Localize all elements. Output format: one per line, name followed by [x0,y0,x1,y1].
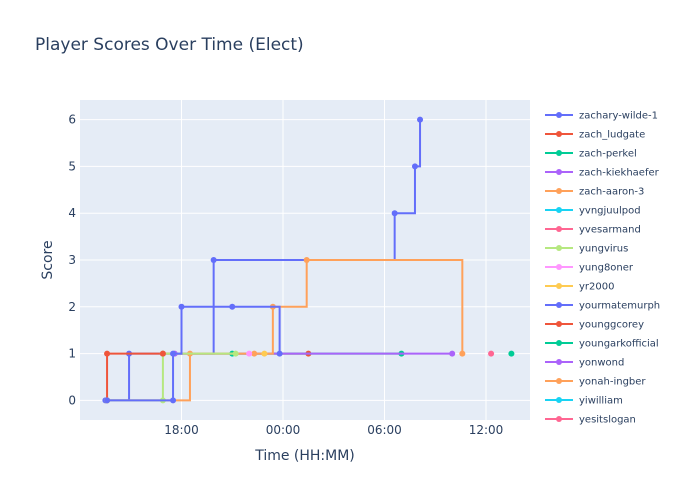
legend-marker [556,283,562,289]
legend-item[interactable]: yvngjuulpod [545,206,641,217]
legend-marker [556,416,562,422]
x-tick-label: 12:00 [469,423,504,437]
legend-label: yvesarmand [579,225,641,236]
legend-label: zach-perkel [579,149,637,160]
series-youngarkofficial [508,350,515,357]
data-point[interactable] [178,303,185,310]
data-point[interactable] [229,303,236,310]
series-yr2000 [261,350,268,357]
legend-marker [556,397,562,403]
legend-marker [556,359,562,365]
legend-marker [556,264,562,270]
legend-item[interactable]: yesitslogan [545,415,636,426]
series-yvesarmand [488,350,495,357]
legend-item[interactable]: yourmatemurph [545,301,660,312]
series-younggcorey [159,350,166,357]
legend-item[interactable]: younggcorey [545,320,644,331]
legend-item[interactable]: yung8oner [545,263,634,274]
legend-marker [556,207,562,213]
data-point[interactable] [261,350,268,357]
legend-label: yr2000 [579,282,614,293]
legend-marker [556,188,562,194]
legend-item[interactable]: yiwilliam [545,396,623,407]
data-point[interactable] [251,350,258,357]
y-tick-label: 4 [68,206,76,220]
legend-item[interactable]: youngarkofficial [545,339,659,350]
series-line [107,305,281,402]
data-point[interactable] [488,350,495,357]
y-tick-label: 6 [68,113,76,127]
legend-item[interactable]: yr2000 [545,282,614,293]
legend-marker [556,131,562,137]
legend-item[interactable]: zachary-wilde-1 [545,111,658,122]
legend-item[interactable]: yvesarmand [545,225,641,236]
series-layer [102,116,515,404]
data-point[interactable] [232,350,239,357]
legend-item[interactable]: yonah-ingber [545,377,646,388]
series-line [107,259,464,402]
legend-item[interactable]: zach-aaron-3 [545,187,644,198]
y-tick-label: 5 [68,159,76,173]
legend-marker [556,226,562,232]
legend-marker [556,245,562,251]
data-point[interactable] [104,397,111,404]
y-tick-label: 1 [68,347,76,361]
legend-label: yung8oner [579,263,634,274]
legend-label: yungvirus [579,244,628,255]
legend-label: youngarkofficial [579,339,659,350]
x-tick-label: 00:00 [266,423,301,437]
legend-label: yiwilliam [579,396,623,407]
legend-item[interactable]: yungvirus [545,244,628,255]
legend-label: zach-aaron-3 [579,187,644,198]
y-axis-title: Score [40,240,56,279]
x-tick-label: 18:00 [164,423,199,437]
legend-marker [556,321,562,327]
legend-label: zach-kiekhaefer [579,168,660,179]
data-point[interactable] [210,257,217,263]
legend-label: yonwond [579,358,624,369]
data-point[interactable] [411,163,418,170]
series-yourmatemurph [104,303,283,404]
data-point[interactable] [104,350,111,357]
legend-marker [556,340,562,346]
data-point[interactable] [459,350,466,357]
data-point[interactable] [170,397,177,404]
data-point[interactable] [391,210,398,217]
data-point[interactable] [276,350,283,357]
series-yung8oner [246,350,253,357]
legend-marker [556,150,562,156]
legend-label: yvngjuulpod [579,206,641,217]
legend-marker [556,112,562,118]
x-tick-labels: 18:00 00:00 06:00 12:00 [164,423,503,437]
data-point[interactable] [170,350,177,357]
legend-item[interactable]: zach_ludgate [545,130,645,141]
legend-marker [556,169,562,175]
legend-label: yourmatemurph [579,301,660,312]
data-point[interactable] [417,116,424,123]
x-axis-title: Time (HH:MM) [254,448,355,464]
data-point[interactable] [508,350,515,357]
legend-label: zach_ludgate [579,130,645,141]
data-point[interactable] [159,350,166,357]
data-point[interactable] [449,350,456,357]
legend-item[interactable]: yonwond [545,358,624,369]
legend-label: younggcorey [579,320,644,331]
legend-marker [556,378,562,384]
data-point[interactable] [246,350,253,357]
legend-label: zachary-wilde-1 [579,111,658,122]
legend-label: yonah-ingber [579,377,646,388]
legend-label: yesitslogan [579,415,636,426]
y-tick-label: 3 [68,253,76,267]
y-tick-label: 2 [68,300,76,314]
legend[interactable]: zachary-wilde-1 zach_ludgate zach-perkel za… [540,100,700,426]
y-tick-labels: 0 1 2 3 4 5 6 [68,113,76,408]
data-point[interactable] [303,257,310,263]
x-tick-label: 06:00 [367,423,402,437]
legend-marker [556,302,562,308]
chart-title: Player Scores Over Time (Elect) [35,35,304,55]
legend-item[interactable]: zach-kiekhaefer [545,168,660,179]
legend-item[interactable]: zach-perkel [545,149,637,160]
y-tick-label: 0 [68,393,76,407]
